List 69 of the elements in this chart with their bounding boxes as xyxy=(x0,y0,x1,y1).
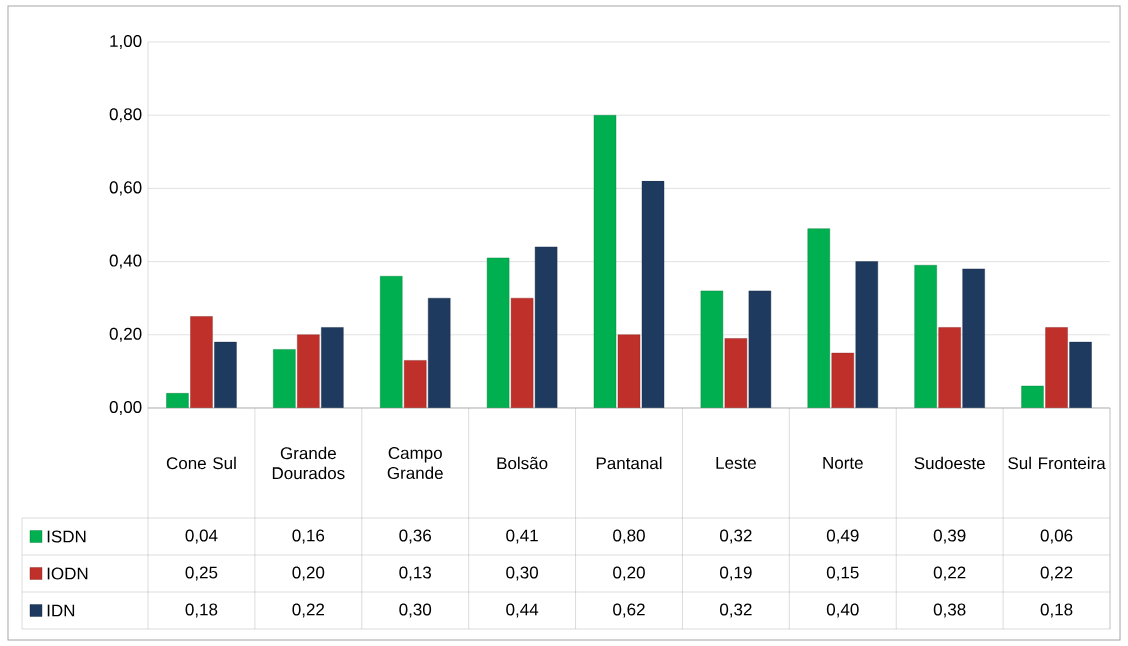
data-label: 0,49 xyxy=(826,529,859,544)
bar xyxy=(166,393,189,408)
bar xyxy=(593,115,617,408)
data-label: 0,80 xyxy=(613,529,645,544)
data-label: 0,19 xyxy=(720,566,752,581)
y-tick-label: 0,20 xyxy=(109,327,142,342)
bar xyxy=(700,290,724,408)
data-label: 0,16 xyxy=(292,529,325,544)
y-tick-label: 0,00 xyxy=(109,400,142,416)
x-tick-label: Pantanal xyxy=(596,456,662,470)
data-label: 0,44 xyxy=(506,603,539,618)
bar xyxy=(831,352,854,408)
x-tick-label: Cone Sul xyxy=(166,456,236,470)
data-label: 0,30 xyxy=(506,566,538,581)
y-tick-label: 0,40 xyxy=(109,254,142,269)
legend-label: IDN xyxy=(47,604,75,617)
data-label: 0,32 xyxy=(720,529,752,544)
bar xyxy=(748,290,772,408)
x-tick-label: Leste xyxy=(716,457,756,469)
x-tick-label: Norte xyxy=(823,457,863,469)
x-tick-label: Sudoeste xyxy=(914,456,985,470)
data-label: 0,04 xyxy=(185,529,218,544)
data-label: 0,13 xyxy=(399,566,432,581)
data-label: 0,06 xyxy=(1040,529,1073,544)
bar xyxy=(1045,327,1068,408)
bar xyxy=(641,180,665,408)
data-label: 0,39 xyxy=(933,529,966,544)
data-label: 0,41 xyxy=(506,529,538,544)
data-label: 0,22 xyxy=(1040,566,1073,581)
data-label: 0,25 xyxy=(185,566,218,581)
data-label: 0,32 xyxy=(720,603,752,618)
x-tick-label: Campo Grande xyxy=(387,446,443,480)
data-label: 0,18 xyxy=(1040,603,1073,618)
data-label: 0,38 xyxy=(933,603,966,618)
bar xyxy=(855,261,878,408)
x-tick-label: Grande Dourados xyxy=(272,446,345,480)
bar xyxy=(807,228,830,408)
bar xyxy=(297,334,320,408)
bar xyxy=(428,298,451,408)
data-label: 0,36 xyxy=(399,529,432,544)
bar xyxy=(190,316,213,408)
bar xyxy=(486,257,510,408)
x-tick-label: Bolsão xyxy=(497,456,548,470)
bar xyxy=(273,349,296,408)
x-tick-label: Sul Fronteira xyxy=(1008,456,1106,470)
y-tick-label: 0,60 xyxy=(109,181,142,196)
data-label: 0,40 xyxy=(826,603,859,618)
y-tick-label: 1,00 xyxy=(110,34,142,50)
data-label: 0,62 xyxy=(613,603,645,618)
data-label: 0,18 xyxy=(185,603,218,618)
legend-label: IODN xyxy=(47,567,88,580)
bar xyxy=(534,246,558,408)
data-label: 0,22 xyxy=(933,566,966,581)
bar xyxy=(914,265,937,408)
bar xyxy=(380,276,403,408)
bar xyxy=(404,360,427,408)
data-label: 0,20 xyxy=(292,566,325,581)
bar xyxy=(214,341,237,408)
data-label: 0,15 xyxy=(826,566,859,581)
bar xyxy=(938,327,961,408)
bar xyxy=(321,327,344,408)
data-label: 0,20 xyxy=(613,566,645,581)
bar xyxy=(1069,341,1092,408)
legend-label: ISDN xyxy=(47,530,86,543)
y-tick-label: 0,80 xyxy=(109,108,142,123)
bar xyxy=(962,268,985,408)
bar xyxy=(1021,385,1044,408)
data-label: 0,22 xyxy=(292,603,325,618)
data-label: 0,30 xyxy=(399,603,432,618)
